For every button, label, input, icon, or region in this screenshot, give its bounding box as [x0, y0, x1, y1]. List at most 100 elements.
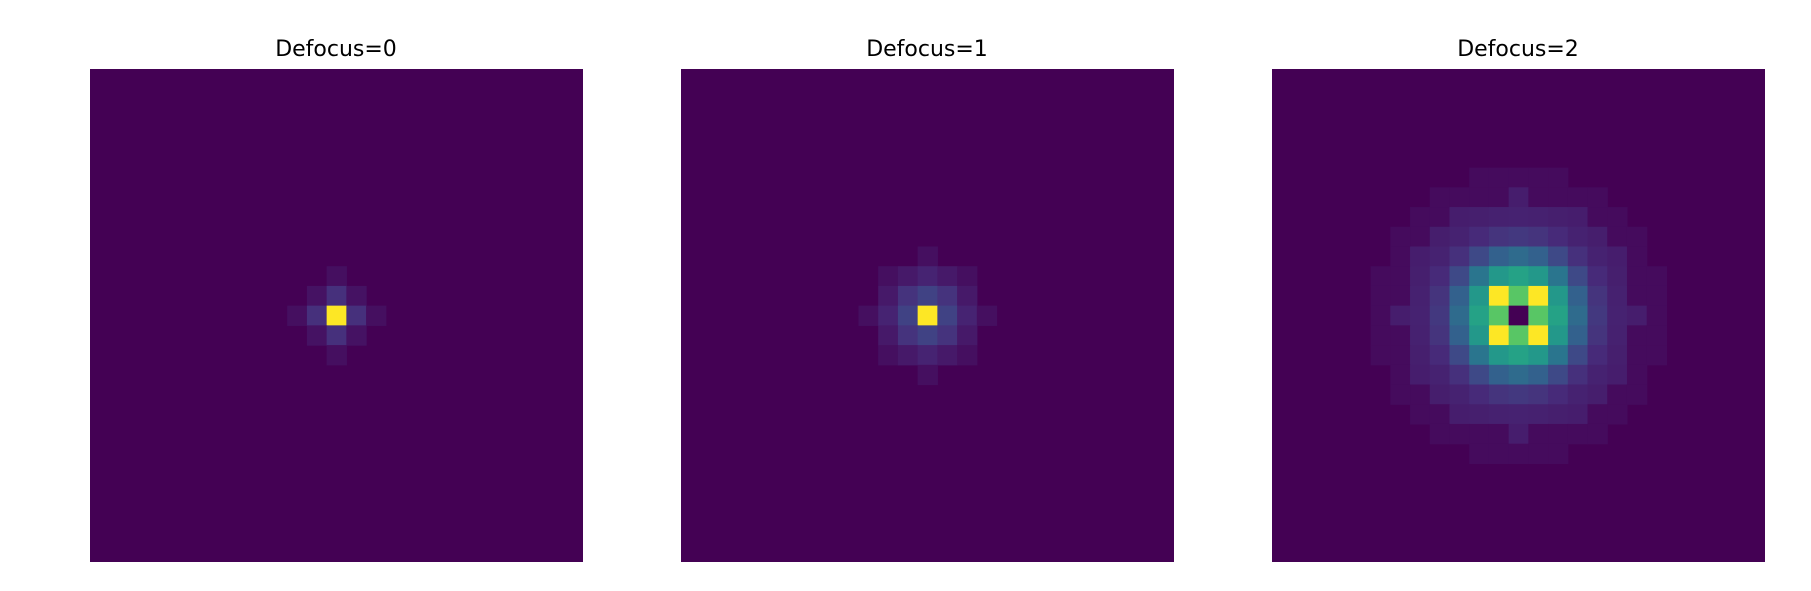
heatmap-cell	[1488, 246, 1510, 267]
heatmap-cell	[1469, 423, 1490, 445]
heatmap-cell	[1626, 325, 1648, 346]
heatmap-cell	[1567, 266, 1589, 287]
heatmap-cell	[326, 305, 347, 326]
heatmap-cell	[1469, 345, 1490, 366]
heatmap-cell	[897, 345, 919, 366]
heatmap-cell	[1410, 246, 1431, 267]
heatmap-cell	[1488, 423, 1510, 445]
heatmap-cell	[1646, 285, 1667, 307]
heatmap-plot	[1272, 69, 1765, 562]
heatmap-cell	[1508, 345, 1529, 366]
heatmap-cell	[1567, 187, 1589, 208]
heatmap-cell	[1548, 423, 1569, 445]
heatmap-cell	[1390, 384, 1411, 405]
heatmap-cell	[1410, 325, 1431, 346]
heatmap-cell	[1469, 266, 1490, 287]
heatmap-cell	[1528, 345, 1549, 366]
heatmap-cell	[1607, 364, 1628, 386]
heatmap-cell	[917, 285, 938, 307]
heatmap-cell	[1410, 404, 1431, 425]
heatmap-cell	[1488, 167, 1510, 188]
heatmap-cell	[1488, 305, 1510, 326]
heatmap-cell	[1469, 285, 1490, 307]
heatmap-cell	[1429, 226, 1451, 248]
heatmap-cell	[1607, 325, 1628, 346]
heatmap-cell	[1528, 226, 1549, 248]
heatmap-cell	[1607, 404, 1628, 425]
heatmap-cell	[937, 266, 958, 287]
heatmap-cell	[1449, 246, 1470, 267]
heatmap-cell	[897, 266, 919, 287]
heatmap-cell	[1508, 167, 1529, 188]
heatmap-cell	[1626, 364, 1648, 386]
heatmap-cell	[1370, 345, 1391, 366]
heatmap-cell	[957, 305, 978, 326]
heatmap-cell	[1508, 364, 1529, 386]
heatmap-cell	[1429, 266, 1451, 287]
heatmap-cell	[1626, 384, 1648, 405]
heatmap-cell	[1587, 226, 1608, 248]
heatmap-cell	[937, 325, 958, 346]
heatmap-cell	[346, 305, 367, 326]
heatmap-cell	[1567, 207, 1589, 228]
heatmap-cell	[306, 285, 328, 307]
heatmap-cell	[1410, 207, 1431, 228]
heatmap-cell	[957, 345, 978, 366]
heatmap-cell	[1469, 404, 1490, 425]
heatmap-cell	[1410, 266, 1431, 287]
heatmap-cell	[1488, 443, 1510, 464]
heatmap-cell	[1390, 246, 1411, 267]
heatmap-cell	[878, 345, 899, 366]
heatmap-cell	[1508, 404, 1529, 425]
heatmap-cell	[1508, 443, 1529, 464]
heatmap-cell	[346, 285, 367, 307]
heatmap-cell	[1390, 345, 1411, 366]
heatmap-cell	[1528, 187, 1549, 208]
heatmap-cell	[1469, 187, 1490, 208]
heatmap-cell	[1567, 246, 1589, 267]
heatmap-cell	[1370, 266, 1391, 287]
heatmap-cell	[1469, 207, 1490, 228]
heatmap-cell	[1429, 285, 1451, 307]
heatmap-cell	[1508, 226, 1529, 248]
heatmap-cell	[1429, 207, 1451, 228]
heatmap-cell	[1370, 285, 1391, 307]
heatmap-cell	[1429, 423, 1451, 445]
heatmap-cell	[1548, 443, 1569, 464]
heatmap-cell	[1587, 246, 1608, 267]
heatmap-cell	[1567, 285, 1589, 307]
panel-title: Defocus=2	[1457, 37, 1579, 62]
heatmap-cell	[1410, 285, 1431, 307]
heatmap-cell	[1548, 305, 1569, 326]
heatmap-cell	[1587, 207, 1608, 228]
heatmap-cell	[957, 285, 978, 307]
heatmap-cell	[878, 325, 899, 346]
heatmap-cell	[1587, 325, 1608, 346]
heatmap-cell	[1646, 345, 1667, 366]
heatmap-cell	[1646, 305, 1667, 326]
heatmap-cell	[917, 305, 938, 326]
heatmap-cell	[1469, 364, 1490, 386]
heatmap-cell	[1508, 187, 1529, 208]
heatmap-cell	[1508, 384, 1529, 405]
heatmap-cell	[1548, 345, 1569, 366]
heatmap-cell	[1469, 226, 1490, 248]
heatmap-cell	[937, 305, 958, 326]
heatmap-cell	[1626, 226, 1648, 248]
heatmap-cell	[897, 285, 919, 307]
panel-title: Defocus=0	[275, 37, 397, 62]
heatmap-cell	[1488, 364, 1510, 386]
heatmap-cell	[937, 345, 958, 366]
heatmap-cell	[1587, 285, 1608, 307]
heatmap-cell	[1567, 364, 1589, 386]
heatmap-cell	[1410, 305, 1431, 326]
panel-defocus-1: Defocus=1	[681, 37, 1174, 562]
heatmap-cell	[1607, 285, 1628, 307]
panel-defocus-0: Defocus=0	[90, 37, 583, 562]
heatmap-cell	[1587, 345, 1608, 366]
heatmap-cell	[1488, 325, 1510, 346]
heatmap-cell	[1508, 285, 1529, 307]
heatmap-cell	[1528, 364, 1549, 386]
heatmap-cell	[1390, 226, 1411, 248]
heatmap-cell	[1626, 305, 1648, 326]
